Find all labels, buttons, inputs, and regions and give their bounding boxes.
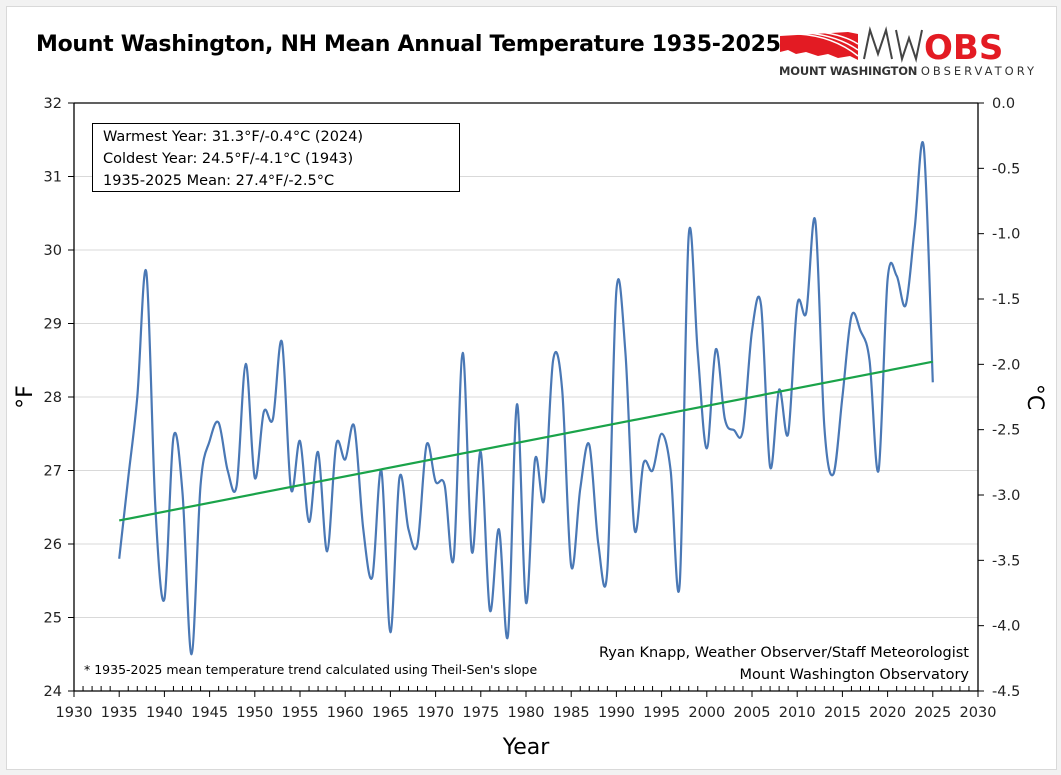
stats-box: Warmest Year: 31.3°F/-0.4°C (2024) Colde… — [92, 123, 460, 192]
y-tick-labels: 24 25 26 27 28 29 30 31 32 — [44, 96, 62, 700]
credit-org: Mount Washington Observatory — [739, 667, 970, 683]
warmest-year-text: Warmest Year: 31.3°F/-0.4°C (2024) — [103, 129, 364, 145]
trend-line — [118, 360, 934, 522]
y-tick-label: 31 — [44, 170, 62, 186]
credit-author: Ryan Knapp, Weather Observer/Staff Meteo… — [599, 645, 969, 661]
y2-tick-label: -1.0 — [992, 227, 1020, 243]
y-tick-label: 24 — [44, 684, 62, 700]
y-tick-label: 29 — [44, 317, 62, 333]
y2-tick-labels: -4.5 -4.0 -3.5 -3.0 -2.5 -2.0 -1.5 -1.0 -0.5 0.0 — [992, 96, 1020, 700]
x-tick-label: 2010 — [779, 705, 816, 721]
x-tick-label: 1945 — [191, 705, 228, 721]
mean-text: 1935-2025 Mean: 27.4°F/-2.5°C — [103, 173, 335, 189]
x-tick-labels: 1930 1935 1940 1945 1950 1955 1960 1965 1970 1975… — [56, 705, 997, 721]
mwobs-logo: OBS — [780, 26, 1003, 68]
x-tick-label: 2030 — [960, 705, 997, 721]
x-tick-label: 1940 — [146, 705, 183, 721]
y2-tick-label: -2.5 — [992, 423, 1020, 439]
x-tick-label: 1960 — [327, 705, 364, 721]
x-tick-label: 2015 — [824, 705, 861, 721]
x-tick-label: 2000 — [688, 705, 725, 721]
data-points — [119, 147, 933, 655]
x-tick-label: 2020 — [869, 705, 906, 721]
x-tick-label: 1950 — [236, 705, 273, 721]
logo-subtitle-bold: MOUNT WASHINGTON — [779, 64, 918, 78]
y2-tick-label: -1.5 — [992, 292, 1020, 308]
y2-tick-label: -3.0 — [992, 488, 1020, 504]
logo-obs-text: OBS — [924, 28, 1003, 68]
y-axis-title: °F — [13, 385, 38, 409]
series-line-temperature — [118, 141, 934, 656]
coldest-year-text: Coldest Year: 24.5°F/-4.1°C (1943) — [103, 151, 354, 167]
logo-subtitle-light: OBSERVATORY — [920, 64, 1037, 78]
y2-tick-label: -0.5 — [992, 161, 1020, 177]
axes — [68, 102, 984, 697]
x-axis-title: Year — [502, 735, 551, 760]
y-tick-label: 25 — [44, 611, 62, 627]
y2-axis-title: °C — [1022, 384, 1047, 410]
y2-tick-label: -4.0 — [992, 619, 1020, 635]
y-tick-label: 26 — [44, 537, 62, 553]
y2-tick-label: -3.5 — [992, 553, 1020, 569]
x-tick-label: 1965 — [372, 705, 409, 721]
x-tick-label: 1995 — [643, 705, 680, 721]
x-tick-label: 1955 — [282, 705, 319, 721]
x-tick-label: 1985 — [553, 705, 590, 721]
x-tick-label: 1935 — [101, 705, 138, 721]
mountain-icon — [780, 31, 859, 60]
y2-tick-label: -4.5 — [992, 684, 1020, 700]
x-tick-label: 2025 — [914, 705, 951, 721]
y-tick-label: 30 — [44, 243, 62, 259]
y2-tick-label: -2.0 — [992, 357, 1020, 373]
x-tick-label: 1990 — [598, 705, 635, 721]
x-tick-label: 1930 — [56, 705, 93, 721]
x-tick-label: 1975 — [462, 705, 499, 721]
y-tick-label: 27 — [44, 464, 62, 480]
logo-subtitle: MOUNT WASHINGTON OBSERVATORY — [779, 64, 1037, 78]
trend-footnote: * 1935-2025 mean temperature trend calcu… — [84, 662, 538, 677]
x-tick-label: 1980 — [508, 705, 545, 721]
x-tick-label: 2005 — [734, 705, 771, 721]
y-tick-label: 32 — [44, 96, 62, 112]
logo-mw-letters — [863, 26, 923, 63]
y-tick-label: 28 — [44, 390, 62, 406]
chart-title: Mount Washington, NH Mean Annual Tempera… — [36, 32, 781, 57]
credit: Ryan Knapp, Weather Observer/Staff Meteo… — [599, 642, 969, 686]
y2-tick-label: 0.0 — [992, 96, 1015, 112]
x-tick-label: 1970 — [417, 705, 454, 721]
